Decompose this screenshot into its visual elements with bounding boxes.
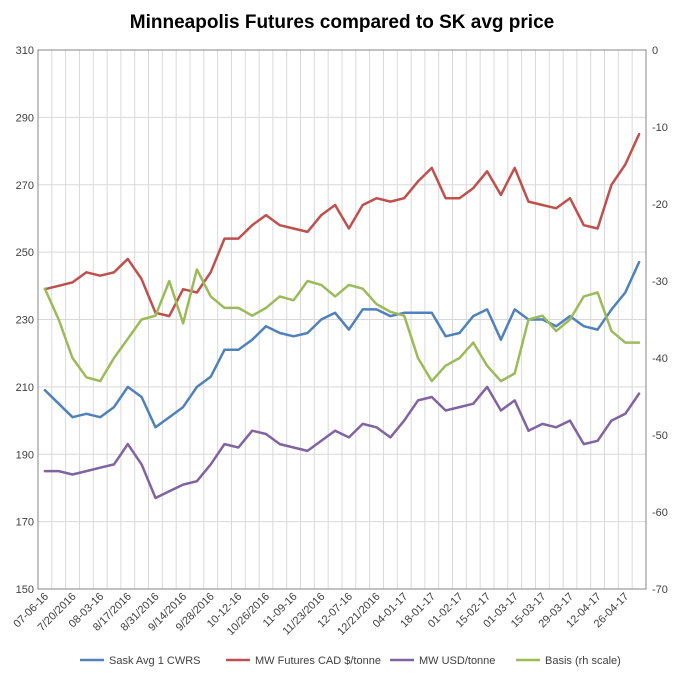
legend-label: Sask Avg 1 CWRS bbox=[109, 655, 201, 667]
y-axis-right: 0 -10 -20 -30 -40 -50 -60 -70 bbox=[652, 45, 668, 596]
y-right-tick-label: -20 bbox=[652, 199, 668, 211]
plot-area bbox=[37, 49, 647, 590]
y-left-tick-label: 250 bbox=[16, 247, 34, 259]
y-right-tick-label: -50 bbox=[652, 430, 668, 442]
legend-label: Basis (rh scale) bbox=[545, 655, 621, 667]
legend: Sask Avg 1 CWRS MW Futures CAD $/tonne MW … bbox=[80, 655, 621, 667]
y-left-tick-label: 270 bbox=[16, 180, 34, 192]
y-left-tick-label: 210 bbox=[16, 382, 34, 394]
y-right-tick-label: -60 bbox=[652, 507, 668, 519]
series-line-3 bbox=[43, 268, 641, 383]
y-axis-left: 150 170 190 210 230 250 270 290 310 bbox=[16, 45, 34, 596]
series-line-2 bbox=[43, 385, 641, 500]
series-line-1 bbox=[43, 132, 641, 318]
y-right-tick-label: -10 bbox=[652, 122, 668, 134]
y-left-tick-label: 170 bbox=[16, 517, 34, 529]
y-left-tick-label: 290 bbox=[16, 112, 34, 124]
y-right-tick-label: -30 bbox=[652, 276, 668, 288]
series-line-0 bbox=[43, 260, 641, 429]
y-right-tick-label: -70 bbox=[652, 584, 668, 596]
series-lines bbox=[43, 132, 641, 500]
legend-label: MW Futures CAD $/tonne bbox=[255, 655, 381, 667]
y-left-tick-label: 190 bbox=[16, 449, 34, 461]
chart-title: Minneapolis Futures compared to SK avg p… bbox=[130, 12, 554, 33]
y-right-tick-label: 0 bbox=[652, 45, 658, 57]
legend-label: MW USD/tonne bbox=[419, 655, 495, 667]
y-left-tick-label: 310 bbox=[16, 45, 34, 57]
y-left-tick-label: 230 bbox=[16, 315, 34, 327]
y-left-tick-label: 150 bbox=[16, 584, 34, 596]
grid-lines bbox=[37, 49, 647, 590]
y-right-tick-label: -40 bbox=[652, 353, 668, 365]
